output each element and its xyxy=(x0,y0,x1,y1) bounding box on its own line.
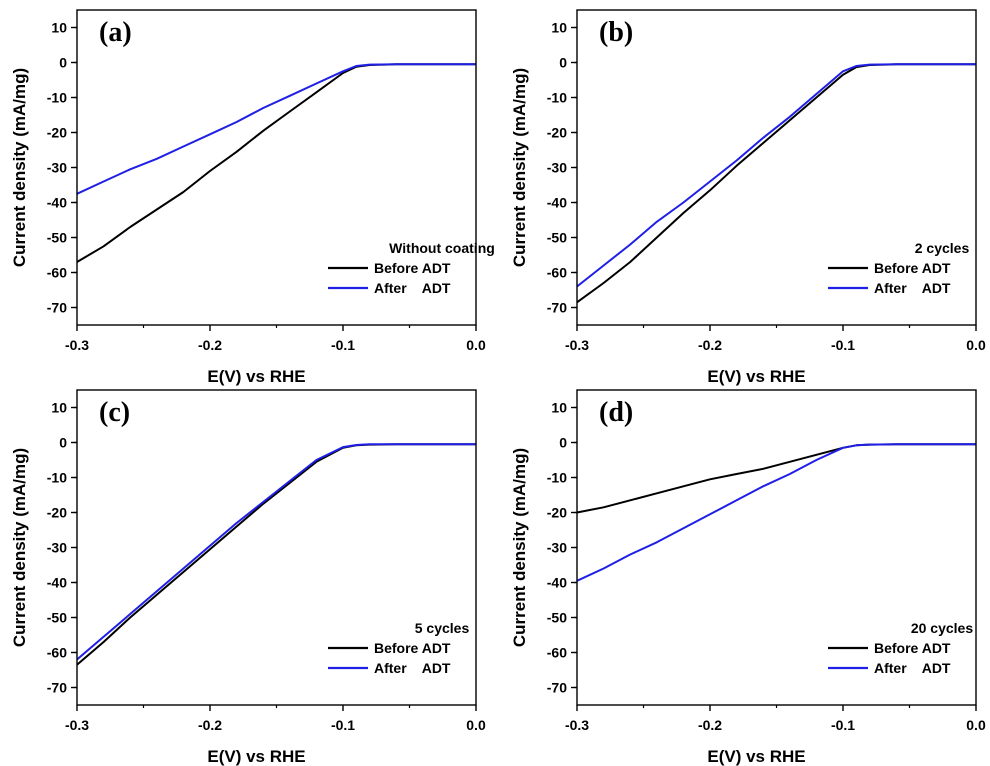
y-tick-label: 10 xyxy=(51,20,67,36)
x-tick-label: 0.0 xyxy=(966,337,986,353)
x-tick-label: 0.0 xyxy=(466,337,486,353)
y-tick-label: 0 xyxy=(559,435,567,451)
y-tick-label: -70 xyxy=(47,680,67,696)
x-tick-label: -0.1 xyxy=(831,337,855,353)
series-line-before-adt xyxy=(576,443,976,514)
x-tick-label: -0.2 xyxy=(698,337,722,353)
panel-label: (b) xyxy=(599,17,633,48)
x-tick-label: 0.0 xyxy=(466,717,486,733)
y-tick-label: -30 xyxy=(47,160,67,176)
x-axis-title: E(V) vs RHE xyxy=(707,367,805,386)
y-tick-label: -20 xyxy=(547,125,567,141)
y-tick-label: -50 xyxy=(47,610,67,626)
legend-label-before-adt: Before ADT xyxy=(874,260,951,276)
x-tick-label: -0.2 xyxy=(198,337,222,353)
y-tick-label: -60 xyxy=(547,645,567,661)
chart-panel-2: -0.3 -0.2 -0.1 0.0 10 0 -10 -20 -30 -40 -50 -60 -70 E… xyxy=(510,9,986,386)
legend-label-after-adt: After ADT xyxy=(374,280,451,296)
y-tick-label: -70 xyxy=(547,680,567,696)
y-tick-label: -20 xyxy=(547,505,567,521)
y-tick-label: -50 xyxy=(547,230,567,246)
legend-label-after-adt: After ADT xyxy=(874,660,951,676)
x-axis-title: E(V) vs RHE xyxy=(207,367,305,386)
y-tick-label: -40 xyxy=(547,575,567,591)
y-axis-title: Current density (mA/mg) xyxy=(10,448,29,647)
legend-label-after-adt: After ADT xyxy=(374,660,451,676)
y-tick-label: -10 xyxy=(47,470,67,486)
plot-frame xyxy=(576,389,977,706)
series-line-after-adt xyxy=(576,63,976,288)
y-tick-label: 0 xyxy=(59,435,67,451)
y-tick-label: -30 xyxy=(547,160,567,176)
y-tick-label: -70 xyxy=(47,300,67,316)
y-axis-title: Current density (mA/mg) xyxy=(10,68,29,267)
y-tick-label: -70 xyxy=(547,300,567,316)
y-tick-label: 10 xyxy=(551,400,567,416)
x-tick-label: -0.1 xyxy=(331,337,355,353)
series-line-before-adt xyxy=(76,63,476,263)
y-tick-label: -40 xyxy=(547,195,567,211)
legend-label-after-adt: After ADT xyxy=(874,280,951,296)
x-tick-label: -0.1 xyxy=(331,717,355,733)
legend-label-before-adt: Before ADT xyxy=(874,640,951,656)
x-tick-label: -0.3 xyxy=(65,717,89,733)
chart-panel-1: -0.3 -0.2 -0.1 0.0 10 0 -10 -20 -30 -40 -50 -60 -70 E… xyxy=(10,9,495,386)
y-tick-label: -20 xyxy=(47,125,67,141)
panel-label: (d) xyxy=(599,397,633,428)
x-tick-label: -0.2 xyxy=(198,717,222,733)
x-axis-title: E(V) vs RHE xyxy=(207,747,305,766)
y-tick-label: -40 xyxy=(47,195,67,211)
y-tick-label: -10 xyxy=(547,470,567,486)
x-tick-label: -0.3 xyxy=(565,337,589,353)
legend-title: 20 cycles xyxy=(911,620,973,636)
x-tick-label: -0.3 xyxy=(65,337,89,353)
legend-title: 2 cycles xyxy=(915,240,970,256)
plot-frame xyxy=(76,389,477,706)
plot-frame xyxy=(576,9,977,326)
y-tick-label: 10 xyxy=(51,400,67,416)
series-line-after-adt xyxy=(576,443,976,582)
x-axis-title: E(V) vs RHE xyxy=(707,747,805,766)
y-tick-label: -20 xyxy=(47,505,67,521)
legend-label-before-adt: Before ADT xyxy=(374,640,451,656)
series-line-after-adt xyxy=(76,63,476,195)
panel-label: (a) xyxy=(99,17,132,48)
y-axis-title: Current density (mA/mg) xyxy=(510,448,529,647)
x-tick-label: -0.1 xyxy=(831,717,855,733)
chart-panel-3: -0.3 -0.2 -0.1 0.0 10 0 -10 -20 -30 -40 -50 -60 -70 E… xyxy=(10,389,486,766)
series-line-after-adt xyxy=(76,443,476,661)
x-tick-label: -0.2 xyxy=(698,717,722,733)
legend-label-before-adt: Before ADT xyxy=(374,260,451,276)
legend-title: Without coating xyxy=(389,240,495,256)
y-tick-label: -40 xyxy=(47,575,67,591)
y-tick-label: -60 xyxy=(47,265,67,281)
y-tick-label: 0 xyxy=(59,55,67,71)
y-tick-label: -60 xyxy=(47,645,67,661)
y-axis-title: Current density (mA/mg) xyxy=(510,68,529,267)
y-tick-label: 0 xyxy=(559,55,567,71)
legend-title: 5 cycles xyxy=(415,620,470,636)
x-tick-label: -0.3 xyxy=(565,717,589,733)
y-tick-label: -60 xyxy=(547,265,567,281)
y-tick-label: -10 xyxy=(47,90,67,106)
y-tick-label: -10 xyxy=(547,90,567,106)
y-tick-label: -50 xyxy=(47,230,67,246)
x-tick-label: 0.0 xyxy=(966,717,986,733)
chart-panel-4: -0.3 -0.2 -0.1 0.0 10 0 -10 -20 -30 -40 -50 -60 -70 E… xyxy=(510,389,986,766)
panel-label: (c) xyxy=(99,397,130,428)
y-tick-label: -30 xyxy=(547,540,567,556)
y-tick-label: -30 xyxy=(47,540,67,556)
y-tick-label: 10 xyxy=(551,20,567,36)
y-tick-label: -50 xyxy=(547,610,567,626)
